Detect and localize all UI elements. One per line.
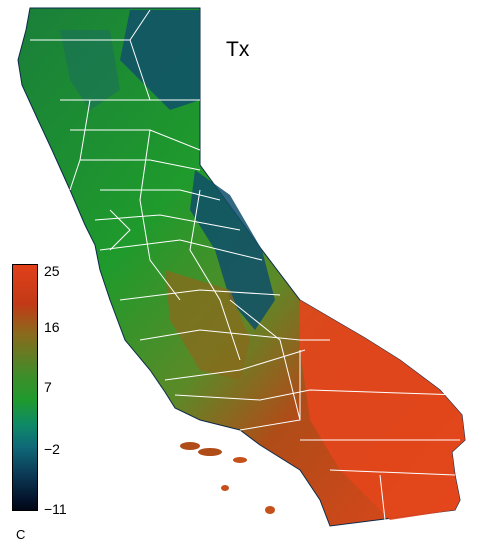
sierra-cold-region bbox=[190, 170, 275, 330]
desert-hot-region bbox=[300, 300, 465, 520]
channel-island bbox=[180, 442, 200, 450]
colorbar-tick: 7 bbox=[44, 379, 52, 395]
channel-island bbox=[221, 485, 229, 491]
central-valley-warm-region bbox=[165, 270, 250, 380]
colorbar-tick: −2 bbox=[44, 441, 60, 457]
channel-island bbox=[233, 457, 247, 463]
county-boundaries bbox=[30, 9, 461, 521]
colorbar-tick: 25 bbox=[44, 263, 60, 279]
map-title: Tx bbox=[226, 38, 250, 61]
colorbar-unit: C bbox=[16, 527, 26, 542]
colorbar-tick: −11 bbox=[44, 501, 67, 517]
northeast-cold-region bbox=[120, 10, 200, 110]
klamath-cold-region bbox=[60, 30, 120, 110]
channel-island bbox=[265, 506, 275, 514]
channel-island bbox=[198, 448, 222, 456]
colorbar bbox=[12, 264, 38, 511]
colorbar-tick: 16 bbox=[44, 319, 60, 335]
